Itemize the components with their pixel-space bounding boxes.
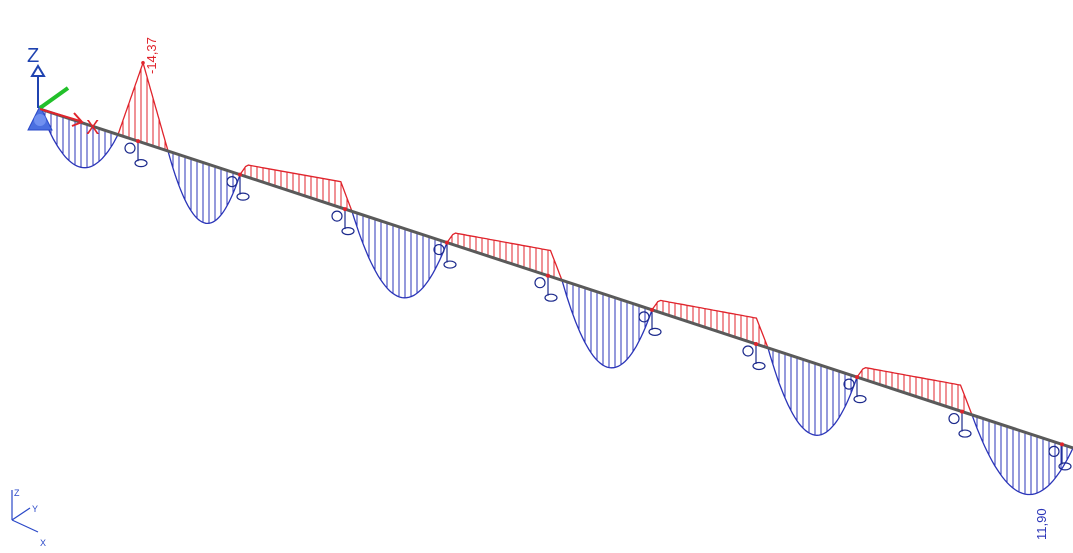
positive-moment-outline-6 bbox=[561, 280, 653, 369]
fixed-support-icon bbox=[27, 104, 53, 131]
view-orientation-triad: Z Y X bbox=[11, 488, 46, 548]
negative-moment-hatching-9 bbox=[861, 368, 965, 413]
z-axis-label: Z bbox=[27, 45, 39, 67]
beam-axis bbox=[39, 107, 1073, 450]
min-moment-label: -14,37 bbox=[144, 37, 159, 74]
triad-y-label: Y bbox=[32, 504, 38, 514]
global-axes: Z X bbox=[27, 45, 99, 139]
x-axis-arrow-icon bbox=[39, 108, 84, 127]
positive-moment-hatching-10 bbox=[976, 416, 1068, 495]
triad-x-label: X bbox=[40, 538, 46, 548]
roller-support-icon bbox=[226, 172, 250, 201]
roller-support-icon bbox=[433, 240, 457, 269]
negative-moment-hatching-7 bbox=[656, 300, 766, 347]
roller-support-icon bbox=[124, 139, 148, 168]
z-axis-arrow-icon bbox=[30, 64, 46, 108]
x-axis-label: X bbox=[86, 117, 99, 139]
negative-moment-hatching-3 bbox=[244, 165, 348, 210]
supports bbox=[124, 139, 1072, 471]
peak-marker bbox=[141, 61, 145, 65]
positive-moment-hatching-2 bbox=[172, 152, 234, 224]
roller-support-icon bbox=[638, 307, 662, 336]
roller-support-icon bbox=[742, 341, 766, 371]
roller-support-icon bbox=[948, 409, 972, 438]
positive-moment-hatching-4 bbox=[356, 213, 442, 298]
roller-support-icon bbox=[843, 375, 867, 404]
positive-moment-hatching-0 bbox=[44, 110, 112, 168]
negative-moment-hatching-5 bbox=[451, 233, 555, 278]
roller-support-icon bbox=[1048, 442, 1072, 471]
positive-moment-hatching-8 bbox=[772, 349, 852, 436]
max-moment-label: 11,90 bbox=[1034, 508, 1049, 540]
positive-moment-hatching-6 bbox=[566, 281, 646, 368]
triad-z-label: Z bbox=[14, 488, 20, 498]
y-axis-arrow-icon bbox=[38, 86, 70, 110]
positive-moment-outline-4 bbox=[351, 211, 448, 299]
roller-support-icon bbox=[534, 273, 558, 302]
bending-moment-diagram bbox=[39, 60, 1073, 496]
positive-moment-outline-8 bbox=[767, 347, 858, 436]
positive-moment-outline-10 bbox=[971, 414, 1073, 496]
negative-moment-hatching-1 bbox=[122, 68, 166, 151]
roller-support-icon bbox=[331, 207, 355, 236]
positive-moment-outline-0 bbox=[39, 108, 119, 169]
